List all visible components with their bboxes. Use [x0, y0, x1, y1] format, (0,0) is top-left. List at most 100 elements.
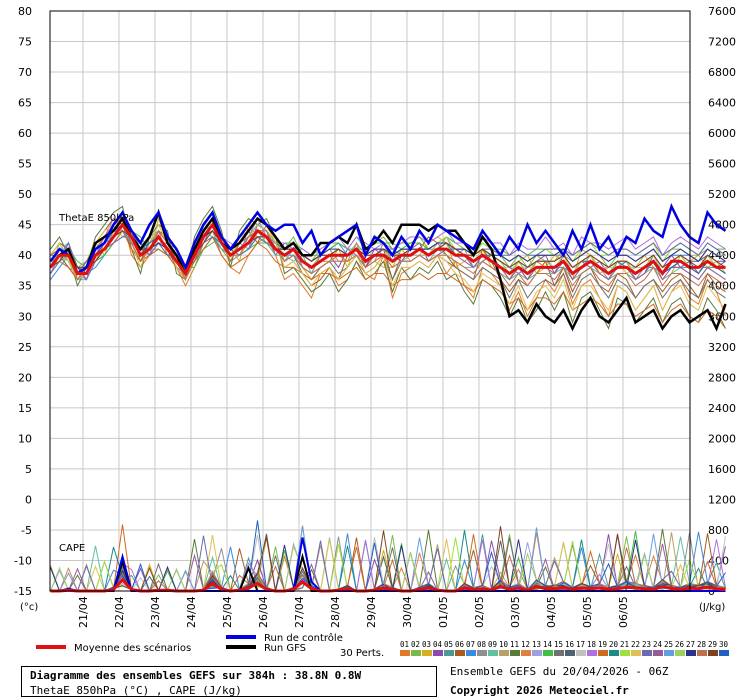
pert-number: 23: [642, 640, 651, 649]
thetae-control-line: [49, 202, 727, 276]
x-tick-label: 25/04: [221, 596, 234, 628]
left-tick-label: 80: [18, 5, 32, 18]
right-tick-label: 5600: [708, 158, 736, 171]
right-axis-unit: (J/kg): [699, 602, 725, 613]
left-tick-label: 40: [18, 249, 32, 262]
pert-swatch: [686, 650, 696, 656]
left-tick-label: 0: [25, 493, 32, 506]
right-tick-label: 3200: [708, 341, 736, 354]
x-tick-label: 28/04: [329, 596, 342, 628]
pert-number: 10: [499, 640, 509, 649]
pert-swatch: [697, 650, 707, 656]
pert-swatch: [466, 650, 476, 656]
right-tick-label: 6400: [708, 97, 736, 110]
right-tick-label: 1600: [708, 463, 736, 476]
right-tick-label: 800: [708, 524, 729, 537]
pert-swatch: [609, 650, 619, 656]
legend-mean-label: Moyenne des scénarios: [74, 642, 191, 654]
cape-panel-label: CAPE: [59, 543, 85, 554]
x-tick-label: 06/05: [617, 596, 630, 628]
pert-number: 09: [488, 640, 497, 649]
right-tick-label: 2000: [708, 432, 736, 445]
pert-number: 15: [554, 640, 563, 649]
x-tick-label: 27/04: [293, 596, 306, 628]
x-tick-label: 26/04: [257, 596, 270, 628]
pert-number: 12: [521, 640, 530, 649]
pert-number: 25: [664, 640, 673, 649]
pert-number: 22: [631, 640, 640, 649]
chart-grid: [50, 10, 690, 592]
pert-number: 14: [543, 640, 553, 649]
legend-gfs-label: Run GFS: [264, 643, 306, 654]
pert-swatch: [455, 650, 465, 656]
pert-swatch: [554, 650, 564, 656]
pert-number: 08: [477, 640, 487, 649]
left-tick-label: 45: [18, 219, 32, 232]
pert-number: 02: [411, 640, 420, 649]
x-tick-label: 01/05: [437, 596, 450, 628]
pert-swatch: [653, 650, 663, 656]
pert-number: 05: [444, 640, 453, 649]
x-tick-label: 03/05: [509, 596, 522, 628]
pert-number: 01: [400, 640, 409, 649]
thetae-member-line: [50, 217, 726, 287]
x-tick-label: 05/05: [581, 596, 594, 628]
pert-swatch: [400, 650, 410, 656]
pert-swatch: [675, 650, 685, 656]
left-tick-label: 20: [18, 371, 32, 384]
left-tick-label: 15: [18, 402, 32, 415]
pert-swatch: [708, 650, 718, 656]
left-axis-unit: (°c): [20, 602, 38, 613]
x-tick-label: 24/04: [185, 596, 198, 628]
legend-perts-label: 30 Perts.: [340, 648, 384, 659]
pert-swatch: [510, 650, 520, 656]
right-tick-label: 4400: [708, 249, 736, 262]
pert-swatch: [411, 650, 421, 656]
pert-swatch: [565, 650, 575, 656]
pert-number: 30: [719, 640, 729, 649]
x-axis-ticks: 21/04 22/04 23/04 24/04 25/04 26/04 27/04 28/04…: [77, 596, 630, 628]
left-tick-label: 30: [18, 310, 32, 323]
pert-swatch: [598, 650, 608, 656]
pert-number: 11: [510, 640, 519, 649]
pert-swatch: [631, 650, 641, 656]
pert-swatch: [422, 650, 432, 656]
left-tick-label: -15: [14, 585, 32, 598]
pert-swatch: [433, 650, 443, 656]
left-tick-label: 75: [18, 36, 32, 49]
pert-swatch: [620, 650, 630, 656]
pert-swatch: [477, 650, 487, 656]
pert-swatch: [532, 650, 542, 656]
pert-swatch: [444, 650, 454, 656]
left-tick-label: 50: [18, 188, 32, 201]
right-tick-label: 1200: [708, 493, 736, 506]
x-tick-label: 22/04: [113, 596, 126, 628]
plot-frame: [49, 10, 691, 592]
thetae-member-line: [50, 211, 726, 312]
info-box: Diagramme des ensembles GEFS sur 384h : …: [21, 666, 437, 697]
thetae-mean-line: [49, 221, 726, 277]
left-tick-label: 65: [18, 97, 32, 110]
pert-number: 13: [532, 640, 541, 649]
left-tick-label: 35: [18, 280, 32, 293]
x-tick-label: 23/04: [149, 596, 162, 628]
pert-number: 29: [708, 640, 717, 649]
pert-number: 28: [697, 640, 707, 649]
pert-number: 03: [422, 640, 431, 649]
x-tick-label: 04/05: [545, 596, 558, 628]
left-tick-label: -10: [14, 554, 32, 567]
run-info: Ensemble GEFS du 20/04/2026 - 06Z: [450, 665, 669, 678]
right-tick-label: 6000: [708, 127, 736, 140]
perturbation-legend: 01 02 03 04 05 06 07 08 09 10 11 12 13 14 15 16 17 18 19 20…: [400, 640, 729, 656]
pert-swatch: [642, 650, 652, 656]
pert-number: 18: [587, 640, 597, 649]
pert-number: 07: [466, 640, 475, 649]
pert-swatch: [488, 650, 498, 656]
left-tick-label: 5: [25, 463, 32, 476]
pert-swatch: [587, 650, 597, 656]
thetae-panel-label: ThetaE 850hPa: [58, 213, 134, 224]
pert-swatch: [499, 650, 509, 656]
chart-subtitle: ThetaE 850hPa (°C) , CAPE (J/kg): [30, 684, 242, 697]
pert-number: 17: [576, 640, 585, 649]
